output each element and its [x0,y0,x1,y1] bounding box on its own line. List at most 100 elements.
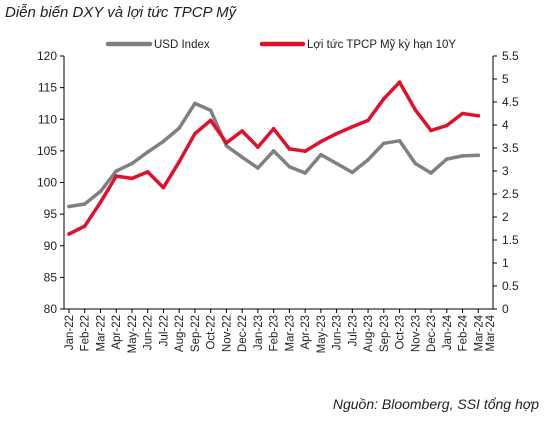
data-point-l-i-t-c-tpcp-m-k-h-n-10y-15 [303,149,307,153]
x-axis-tick-label: Mar-24 [473,314,485,351]
data-point-l-i-t-c-tpcp-m-k-h-n-10y-8 [193,131,197,136]
data-point-l-i-t-c-tpcp-m-k-h-n-10y-7 [177,160,181,164]
data-point-usd-index-7 [177,126,181,130]
data-point-l-i-t-c-tpcp-m-k-h-n-10y-23 [429,128,433,133]
x-axis-tick-label: Mar-24 [485,314,497,351]
data-point-l-i-t-c-tpcp-m-k-h-n-10y-5 [145,170,150,174]
data-point-l-i-t-c-tpcp-m-k-h-n-10y-19 [366,118,370,123]
x-axis-tick-label: Dec-22 [237,315,249,352]
data-point-usd-index-8 [193,101,197,106]
right-axis-tick-label: 4.5 [502,95,519,109]
x-axis-tick-label: Mar-22 [95,315,107,351]
data-point-l-i-t-c-tpcp-m-k-h-n-10y-25 [460,111,465,116]
x-axis-tick-label: Apr-23 [300,315,312,350]
x-axis-tick-label: Mar-23 [284,315,296,351]
data-point-usd-index-5 [145,150,150,154]
right-axis-tick-label: 5.5 [502,49,519,63]
data-point-usd-index-4 [130,161,134,166]
data-point-l-i-t-c-tpcp-m-k-h-n-10y-0 [67,232,71,236]
data-point-l-i-t-c-tpcp-m-k-h-n-10y-3 [114,174,118,178]
data-point-usd-index-10 [224,144,229,148]
x-axis-tick-label: Sep-22 [190,315,202,352]
x-axis-tick-label: Apr-22 [111,315,123,350]
legend-label-us-10y-yield: Lợi tức TPCP Mỹ kỳ hạn 10Y [307,39,456,51]
series-line-usd-index [67,101,481,209]
data-point-usd-index-2 [98,189,103,194]
data-point-l-i-t-c-tpcp-m-k-h-n-10y-20 [382,97,386,101]
data-point-l-i-t-c-tpcp-m-k-h-n-10y-1 [82,224,87,228]
data-point-usd-index-23 [429,171,433,175]
left-axis-tick-label: 100 [37,176,57,190]
data-point-usd-index-1 [82,202,87,206]
data-point-usd-index-15 [303,171,307,175]
data-point-usd-index-3 [114,169,118,173]
data-point-l-i-t-c-tpcp-m-k-h-n-10y-18 [350,125,355,129]
right-axis-tick-label: 2.5 [502,187,519,201]
data-point-usd-index-0 [67,204,71,209]
x-axis-tick-label: Oct-23 [395,315,407,350]
right-axis-tick-label: 1.5 [502,233,519,247]
data-point-l-i-t-c-tpcp-m-k-h-n-10y-10 [224,141,229,145]
left-axis-tick-label: 95 [44,207,58,221]
data-point-usd-index-11 [240,155,244,159]
data-point-usd-index-26 [476,153,481,158]
data-point-usd-index-24 [445,157,449,161]
data-point-l-i-t-c-tpcp-m-k-h-n-10y-14 [287,147,292,151]
x-axis-tick-label: May-23 [316,315,328,353]
data-point-l-i-t-c-tpcp-m-k-h-n-10y-4 [130,176,134,181]
data-point-l-i-t-c-tpcp-m-k-h-n-10y-12 [256,145,260,149]
data-point-l-i-t-c-tpcp-m-k-h-n-10y-6 [161,185,166,190]
left-axis-tick-label: 90 [44,239,58,253]
data-point-usd-index-9 [208,108,213,113]
legend-label-usd-index: USD Index [154,39,210,51]
x-axis-tick-label: Aug-22 [174,315,186,352]
data-point-usd-index-17 [334,161,339,166]
x-axis-tick-label: Jan-22 [64,315,76,350]
data-point-usd-index-16 [319,152,323,157]
data-point-usd-index-22 [413,161,418,166]
x-axis-tick-label: Jun-22 [143,315,155,350]
x-axis-tick-label: Jul-22 [158,315,170,346]
data-point-usd-index-25 [460,154,465,158]
left-axis-tick-label: 80 [44,302,58,316]
right-axis-tick-label: 5 [502,72,509,86]
data-point-l-i-t-c-tpcp-m-k-h-n-10y-11 [240,129,244,133]
legend: USD Index Lợi tức TPCP Mỹ kỳ hạn 10Y [105,39,456,51]
left-axis-tick-label: 105 [37,144,57,158]
x-axis-tick-label: Jul-23 [347,315,359,346]
right-axis-tick-label: 4 [502,118,509,132]
x-axis-tick-label: Dec-23 [426,315,438,352]
data-point-l-i-t-c-tpcp-m-k-h-n-10y-9 [208,118,213,123]
right-axis-tick-label: 0.5 [502,279,519,293]
data-point-usd-index-19 [366,157,370,162]
left-axis-tick-label: 115 [38,81,57,95]
data-point-usd-index-21 [397,139,402,143]
x-axis: Jan-22 Feb-22 Mar-22 Apr-22 May-22 Jun-22 Jul-… [64,309,497,353]
x-axis-tick-label: Sep-23 [379,315,391,352]
x-axis-tick-label: Nov-23 [410,315,422,352]
plot-area [67,80,481,236]
data-point-usd-index-20 [382,141,386,146]
x-axis-tick-label: Nov-22 [221,315,233,352]
chart-title: Diễn biến DXY và lợi tức TPCP Mỹ [5,4,238,21]
data-point-usd-index-18 [350,170,355,175]
right-axis-tick-label: 3.5 [502,141,519,155]
series-line-l-i-t-c-tpcp-m-k-h-n-10y [67,80,481,236]
data-point-l-i-t-c-tpcp-m-k-h-n-10y-21 [397,80,402,84]
data-point-l-i-t-c-tpcp-m-k-h-n-10y-13 [271,126,276,131]
x-axis-tick-label: May-22 [127,315,139,353]
data-point-usd-index-6 [161,139,166,144]
data-point-l-i-t-c-tpcp-m-k-h-n-10y-22 [413,108,418,112]
left-axis-tick-label: 85 [44,270,58,284]
data-point-usd-index-14 [287,164,292,169]
x-axis-tick-label: Jan-24 [442,314,454,350]
source-note: Nguồn: Bloomberg, SSI tổng hợp [333,396,539,412]
right-axis-tick-label: 3 [502,164,509,178]
data-point-usd-index-12 [256,166,260,170]
data-point-l-i-t-c-tpcp-m-k-h-n-10y-2 [98,200,103,205]
right-axis-tick-label: 2 [502,210,509,224]
right-axis: 0 0.5 1 1.5 2 2.5 3 3.5 4 4.5 5 5.5 [493,49,519,316]
x-axis-tick-label: Jan-23 [253,315,265,350]
x-axis-tick-label: Feb-24 [458,314,470,351]
